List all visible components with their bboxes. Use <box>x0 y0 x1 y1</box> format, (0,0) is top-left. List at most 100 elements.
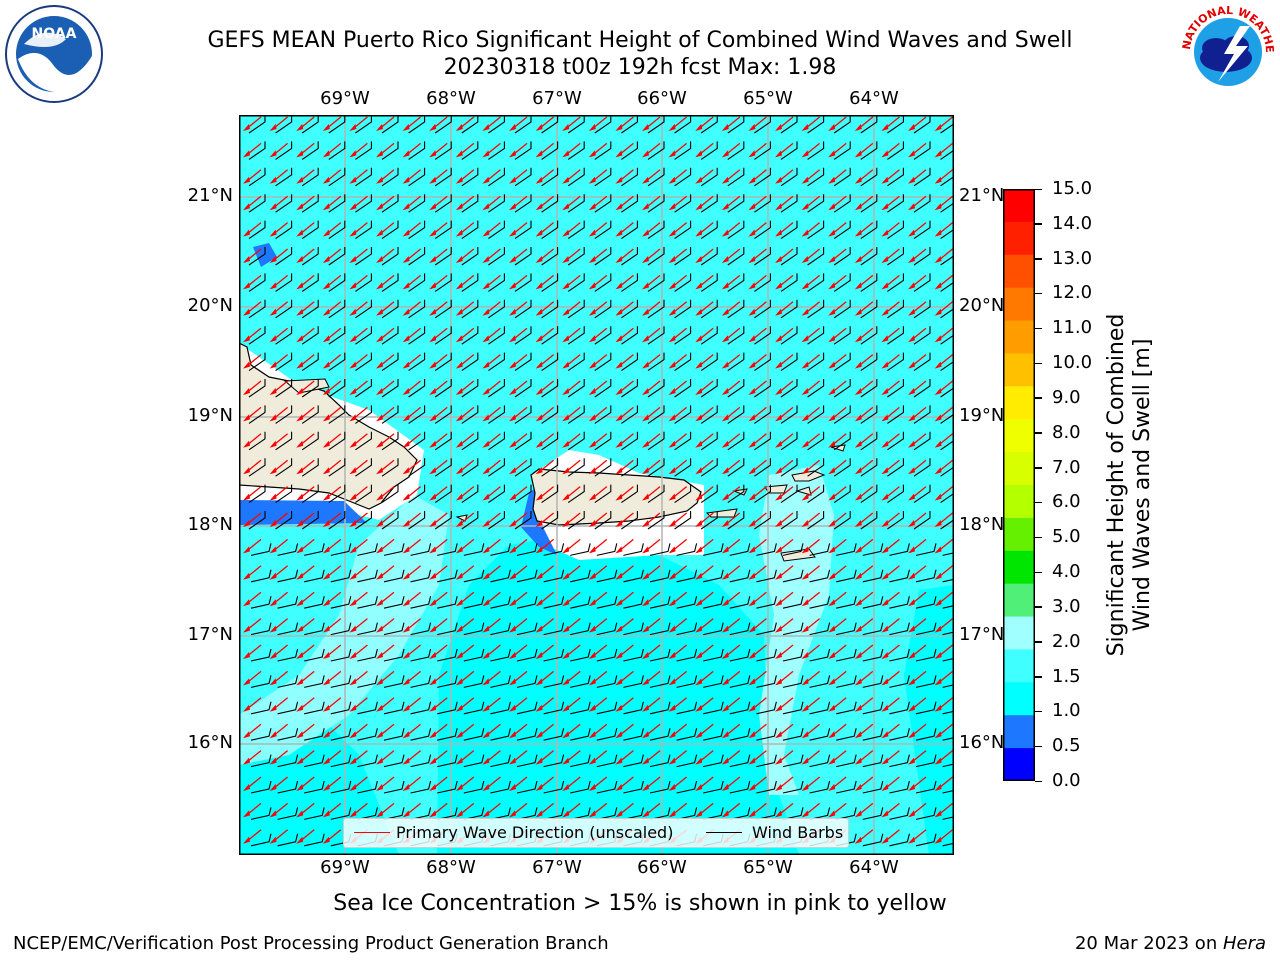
wave-arrow-head <box>934 520 942 527</box>
wind-barb <box>596 675 618 688</box>
wind-barb <box>490 675 511 688</box>
lat-label-right: 18°N <box>959 514 1005 535</box>
wave-arrow-head <box>695 757 703 765</box>
wave-arrow-head <box>828 388 836 395</box>
wind-barb <box>674 458 692 477</box>
wave-arrow-head <box>322 836 330 844</box>
wave-arrow-head <box>243 810 250 818</box>
wave-arrow-head <box>721 784 729 791</box>
wind-barb <box>782 675 804 688</box>
wind-barb <box>248 115 266 134</box>
wind-barb <box>940 123 954 134</box>
wind-barb <box>676 675 698 688</box>
wind-barb <box>596 596 618 609</box>
wave-arrow-head <box>695 361 703 369</box>
wind-barb <box>381 326 399 345</box>
wind-barb <box>756 701 777 715</box>
wind-barb <box>355 273 372 292</box>
wave-arrow-head <box>322 124 330 131</box>
wave-arrow-head <box>828 784 836 791</box>
wave-arrow-head <box>775 731 782 739</box>
wave-arrow-head <box>908 836 915 844</box>
wave-arrow-head <box>588 229 596 237</box>
wave-arrow-head <box>455 704 463 712</box>
wind-barb <box>942 578 954 583</box>
wind-barb <box>942 605 954 609</box>
wind-barb <box>541 115 559 134</box>
wind-barb <box>889 780 910 794</box>
wave-arrow-head <box>642 335 649 343</box>
wave-arrow-head <box>402 493 410 501</box>
wind-barb <box>596 622 618 636</box>
wave-arrow-head <box>908 467 915 475</box>
lon-label-top: 66°W <box>637 88 687 109</box>
wind-barb <box>700 379 718 398</box>
wind-barb <box>913 247 931 266</box>
wave-arrow-head <box>828 704 836 712</box>
wind-barb <box>729 754 751 768</box>
wave-arrow-head <box>349 520 357 527</box>
wave-arrow-head <box>296 282 304 290</box>
wave-arrow-head <box>668 124 676 131</box>
wind-barb <box>623 622 644 636</box>
wind-barb <box>621 167 638 187</box>
wind-barb <box>594 352 612 372</box>
wave-arrow-head <box>429 704 437 712</box>
wind-barb <box>277 543 299 556</box>
wind-barb <box>809 596 831 609</box>
wind-barb <box>434 247 452 266</box>
wave-arrow-head <box>376 731 383 739</box>
wind-barb <box>328 379 346 398</box>
lon-label-bottom: 65°W <box>743 857 793 878</box>
colorbar-segment <box>1003 189 1035 223</box>
wind-barb <box>301 405 319 424</box>
wave-arrow-head <box>775 493 782 501</box>
wind-barb <box>809 780 831 794</box>
wind-barb <box>754 194 771 213</box>
wave-arrow-head <box>296 599 304 607</box>
wind-barb <box>488 141 505 160</box>
wind-barb <box>623 701 644 715</box>
height-band-0-5-1 <box>253 243 277 267</box>
wind-barb <box>676 569 698 583</box>
wind-barb <box>594 511 612 530</box>
wave-arrow-head <box>934 704 942 712</box>
wind-barb <box>250 701 272 715</box>
wind-barb <box>860 167 878 187</box>
wind-barb <box>408 273 426 292</box>
wind-barb <box>304 543 325 556</box>
wind-barb <box>250 807 272 820</box>
wave-arrow-head <box>908 784 915 791</box>
wave-arrow-head <box>376 308 383 316</box>
wind-barb <box>248 431 266 451</box>
wind-barb <box>703 648 724 662</box>
wind-barb <box>275 194 293 213</box>
wave-arrow-head <box>402 599 410 607</box>
wind-barb <box>836 622 857 636</box>
wave-arrow-head <box>615 203 623 211</box>
wind-barb <box>807 431 825 451</box>
wind-barb <box>328 458 346 477</box>
wind-barb <box>248 299 266 319</box>
wind-barb <box>862 569 884 583</box>
wind-barb <box>913 352 931 372</box>
wind-barb <box>676 780 698 794</box>
wind-barb <box>277 648 299 662</box>
wave-arrow-head <box>721 335 729 343</box>
wind-barb <box>514 326 532 345</box>
map-legend: Primary Wave Direction (unscaled) Wind B… <box>343 818 849 848</box>
wind-barb <box>328 220 346 240</box>
wave-arrow-head <box>721 572 729 580</box>
wave-arrow-head <box>934 282 942 290</box>
wave-arrow-head <box>615 335 623 343</box>
wind-barb <box>860 273 878 292</box>
wave-arrow-head <box>588 388 596 395</box>
wind-barb <box>700 141 718 160</box>
wave-arrow-head <box>828 203 836 211</box>
colorbar-tick-mark <box>1035 362 1042 365</box>
colorbar-tick-mark <box>1035 292 1042 295</box>
wave-arrow-head <box>642 176 649 184</box>
wave-arrow-head <box>482 308 490 316</box>
wind-barb <box>833 194 851 213</box>
wave-arrow-head <box>429 731 437 739</box>
